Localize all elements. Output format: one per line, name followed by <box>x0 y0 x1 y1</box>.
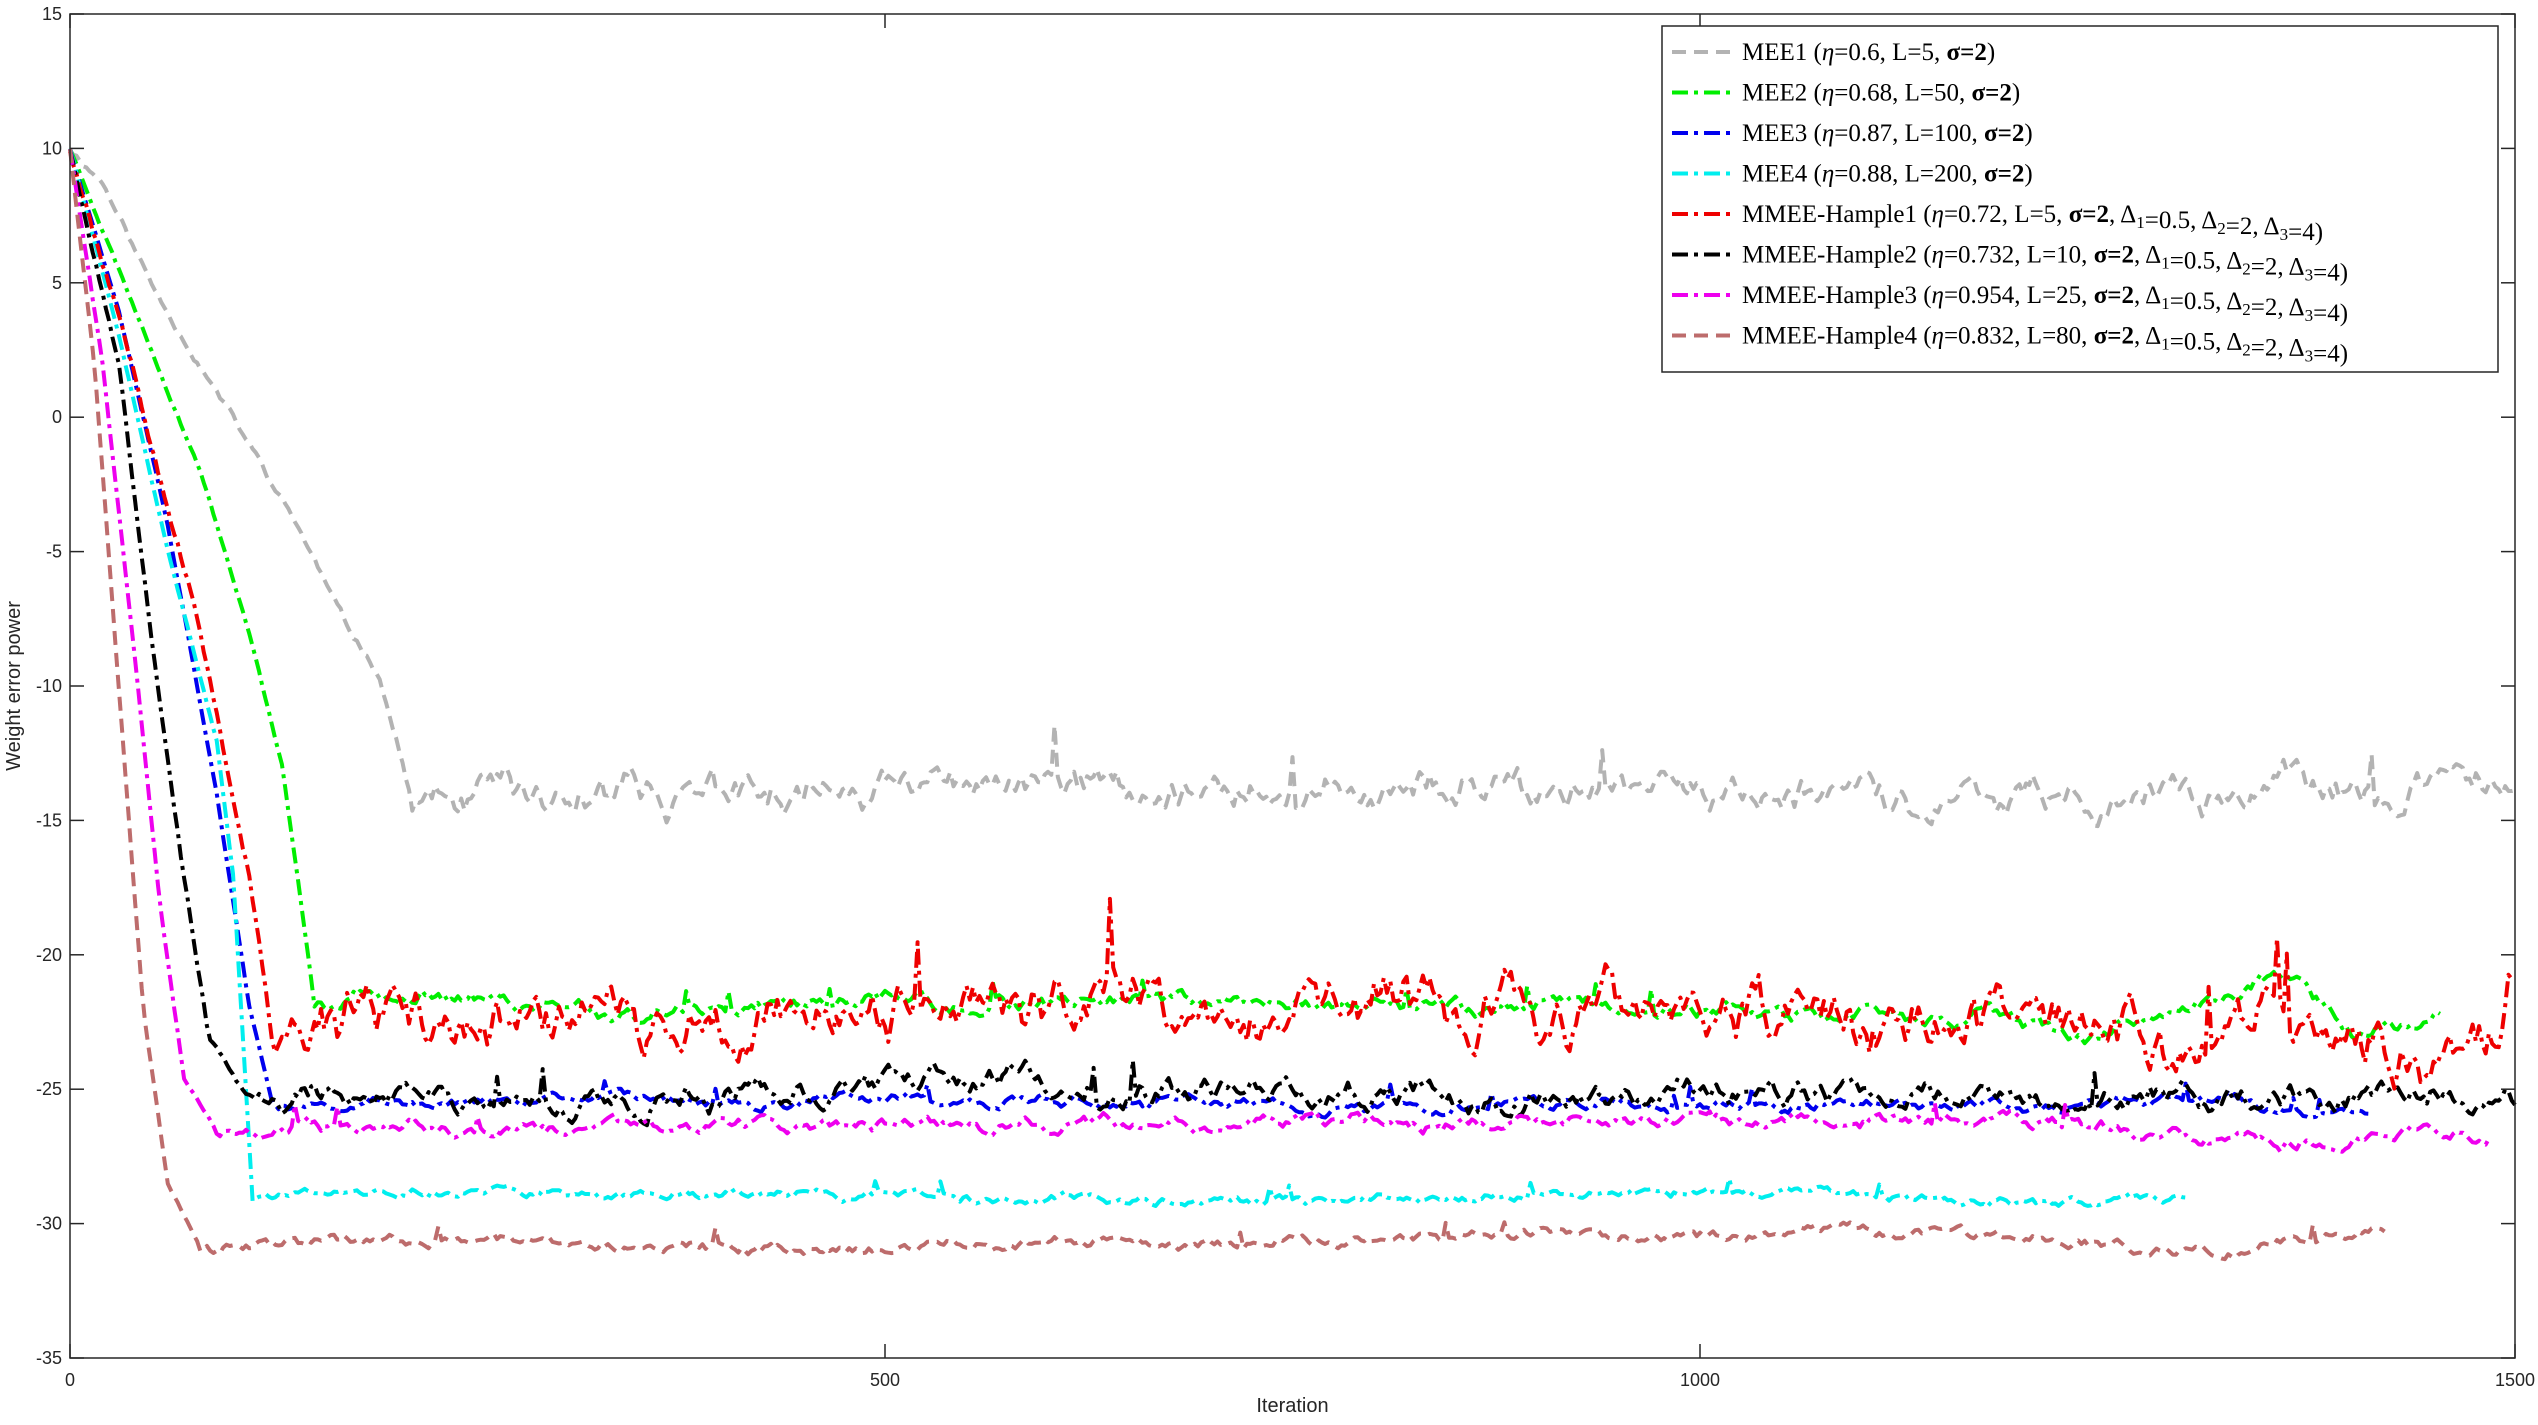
legend-entry-1: MEE1 (η=0.6, L=5, σ=2) <box>1742 39 1995 66</box>
legend-entry-2: MEE2 (η=0.68, L=50, σ=2) <box>1742 80 2020 107</box>
x-tick-label: 0 <box>65 1370 75 1390</box>
y-tick-label: 5 <box>52 273 62 293</box>
y-tick-label: -25 <box>36 1079 62 1099</box>
x-tick-label: 1000 <box>1680 1370 1720 1390</box>
legend-entry-5: MMEE-Hample1 (η=0.72, L=5, σ=2, Δ1=0.5, … <box>1742 201 2323 246</box>
y-tick-label: 10 <box>42 138 62 158</box>
series-line-5 <box>68 151 2516 1091</box>
y-tick-label: -35 <box>36 1348 62 1368</box>
series-line-7 <box>68 148 2491 1154</box>
legend-entry-6: MMEE-Hample2 (η=0.732, L=10, σ=2, Δ1=0.5… <box>1742 242 2348 287</box>
y-tick-label: 15 <box>42 4 62 24</box>
axes-layer: 0 500 1000 1500 15 10 5 0 -5 -10 -15 -20 -25 -30 -35 <box>36 4 2535 1390</box>
x-tick-label: 500 <box>870 1370 900 1390</box>
series-line-1 <box>68 149 2516 829</box>
legend-entry-7: MMEE-Hample3 (η=0.954, L=25, σ=2, Δ1=0.5… <box>1742 282 2348 327</box>
y-tick-label: -15 <box>36 810 62 830</box>
legend-entry-4: MEE4 (η=0.88, L=200, σ=2) <box>1742 161 2033 188</box>
y-tick-label: 0 <box>52 407 62 427</box>
y-axis-label: Weight error power <box>3 601 25 771</box>
plot-layer <box>68 147 2517 1262</box>
legend-box <box>1661 25 2499 373</box>
series-line-4 <box>68 147 2190 1210</box>
y-tick-label: -5 <box>46 542 62 562</box>
x-axis-label: Iteration <box>1256 1395 1328 1417</box>
legend-entry-3: MEE3 (η=0.87, L=100, σ=2) <box>1742 120 2033 147</box>
y-tick-label: -10 <box>36 676 62 696</box>
series-line-6 <box>68 149 2517 1128</box>
y-tick-label: -20 <box>36 945 62 965</box>
series-line-8 <box>68 148 2386 1262</box>
x-tick-label: 1500 <box>2495 1370 2535 1390</box>
y-tick-label: -30 <box>36 1214 62 1234</box>
legend-entry-8: MMEE-Hample4 (η=0.832, L=80, σ=2, Δ1=0.5… <box>1742 323 2348 368</box>
legend: MEE1 (η=0.6, L=5, σ=2) MEE2 (η=0.68, L=50… <box>1661 25 2499 373</box>
